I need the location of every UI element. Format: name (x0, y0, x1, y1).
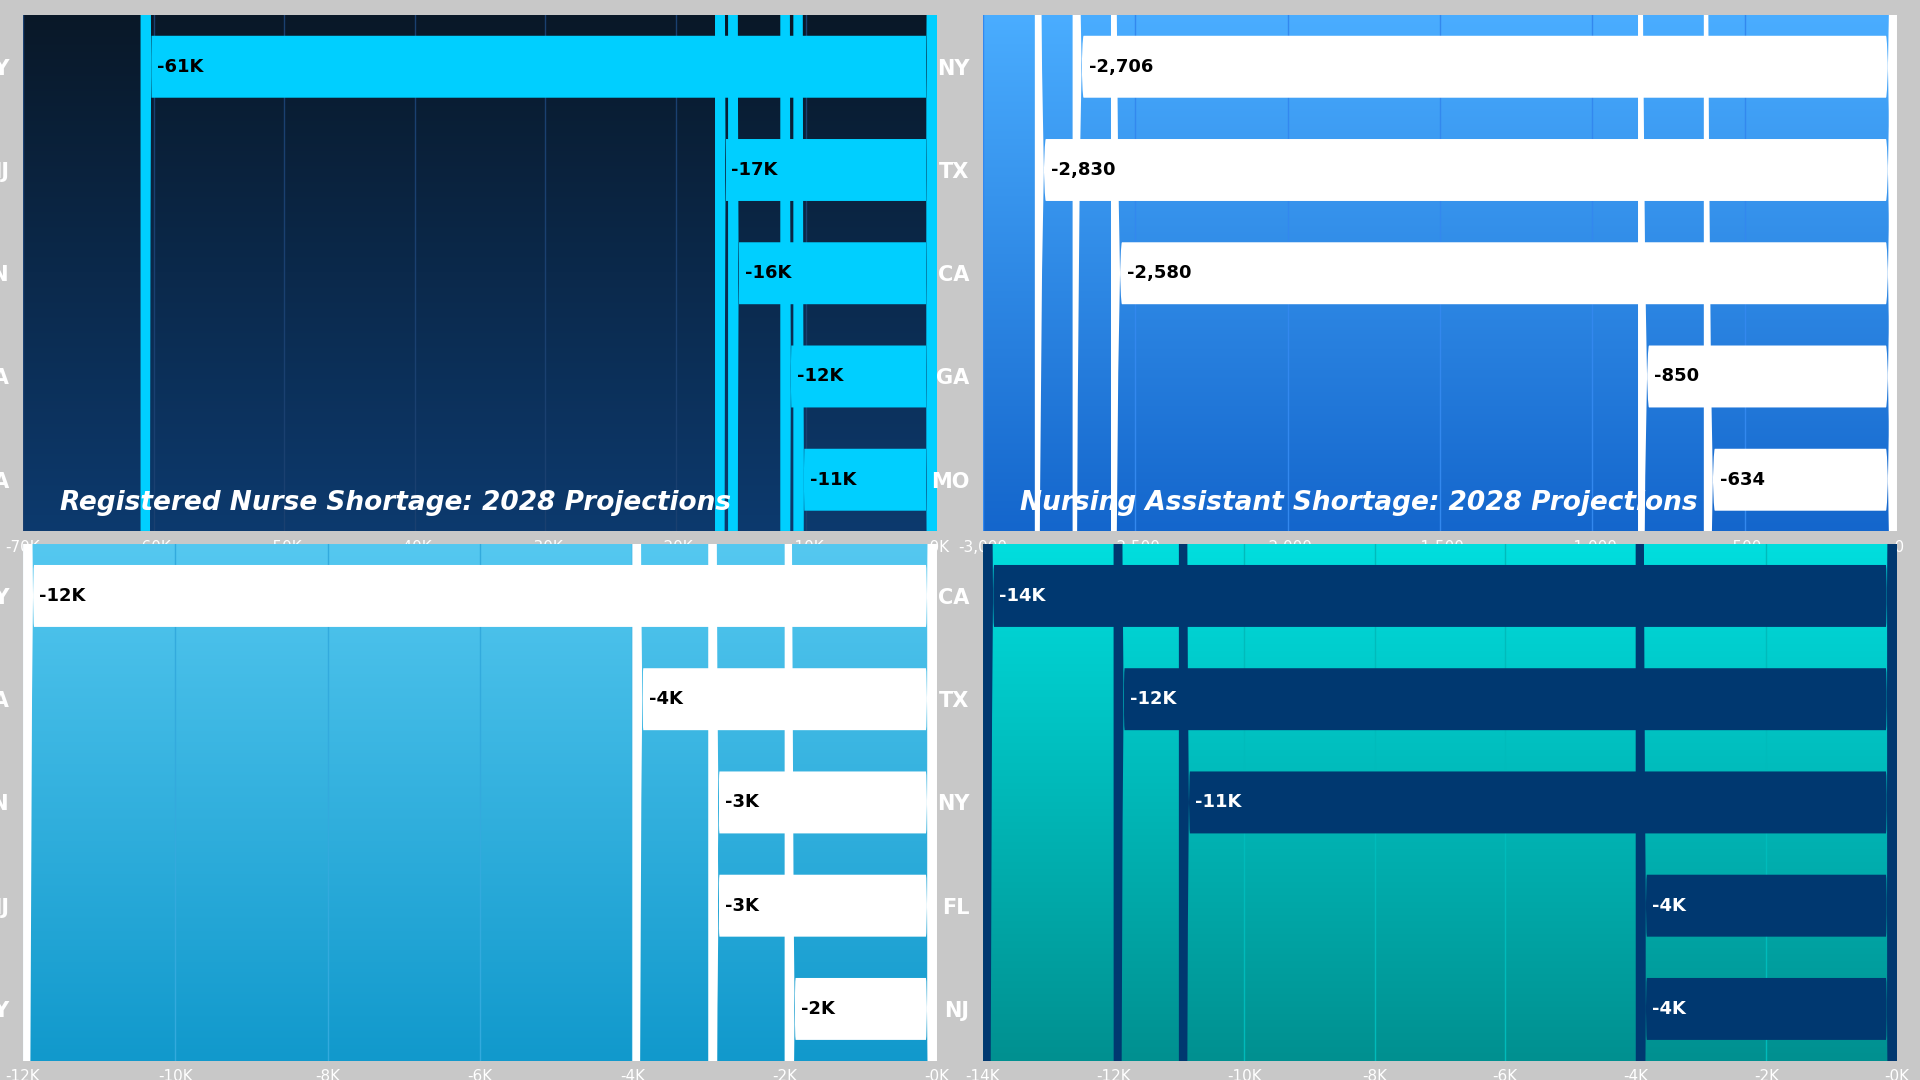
FancyBboxPatch shape (708, 0, 937, 1080)
Text: -14K: -14K (1000, 586, 1046, 605)
Text: -3K: -3K (726, 896, 758, 915)
Text: -16K: -16K (745, 265, 791, 282)
Text: -12K: -12K (1131, 690, 1177, 708)
FancyBboxPatch shape (140, 0, 937, 1080)
FancyBboxPatch shape (1636, 0, 1897, 1080)
Text: -2,580: -2,580 (1127, 265, 1192, 282)
FancyBboxPatch shape (1112, 0, 1897, 1080)
Text: -12K: -12K (40, 586, 86, 605)
Text: -11K: -11K (810, 471, 856, 489)
Text: -4K: -4K (649, 690, 684, 708)
FancyBboxPatch shape (708, 0, 937, 1080)
FancyBboxPatch shape (793, 0, 937, 1080)
FancyBboxPatch shape (1114, 0, 1897, 1080)
FancyBboxPatch shape (780, 0, 937, 1080)
Text: -11K: -11K (1196, 794, 1242, 811)
FancyBboxPatch shape (728, 0, 937, 1080)
FancyBboxPatch shape (1179, 0, 1897, 1080)
FancyBboxPatch shape (632, 0, 937, 1080)
Text: -850: -850 (1655, 367, 1699, 386)
FancyBboxPatch shape (1703, 0, 1897, 1080)
Text: Nursing Assistant Shortage: 2028 Projections: Nursing Assistant Shortage: 2028 Project… (1020, 490, 1697, 516)
FancyBboxPatch shape (23, 0, 937, 1080)
FancyBboxPatch shape (1638, 0, 1897, 1080)
FancyBboxPatch shape (1035, 0, 1897, 1080)
Text: -3K: -3K (726, 794, 758, 811)
FancyBboxPatch shape (983, 0, 1897, 1080)
Text: -61K: -61K (157, 57, 204, 76)
FancyBboxPatch shape (1073, 0, 1897, 1080)
Text: -12K: -12K (797, 367, 843, 386)
Text: -634: -634 (1720, 471, 1764, 489)
Text: -4K: -4K (1653, 896, 1686, 915)
Text: -2,706: -2,706 (1089, 57, 1154, 76)
Text: -2,830: -2,830 (1052, 161, 1116, 179)
FancyBboxPatch shape (714, 0, 937, 1080)
Text: -2K: -2K (801, 1000, 835, 1018)
Text: -4K: -4K (1653, 1000, 1686, 1018)
FancyBboxPatch shape (1636, 0, 1897, 1080)
Text: -17K: -17K (732, 161, 778, 179)
Text: Registered Nurse Shortage: 2028 Projections: Registered Nurse Shortage: 2028 Projecti… (60, 490, 732, 516)
FancyBboxPatch shape (785, 0, 937, 1080)
